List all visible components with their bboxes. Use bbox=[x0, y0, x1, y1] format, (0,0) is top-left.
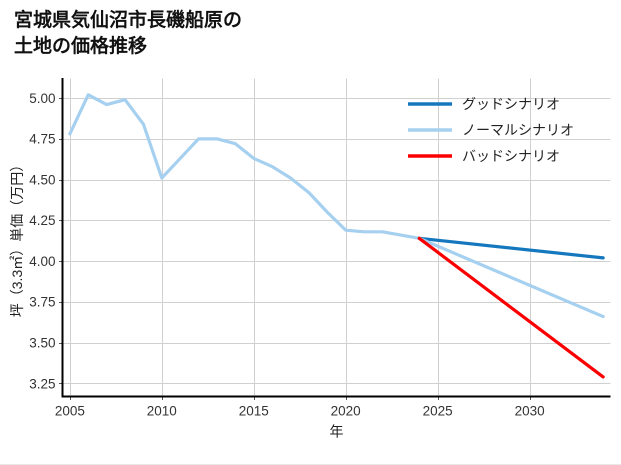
x-tick-label: 2015 bbox=[239, 404, 269, 419]
axis-spines bbox=[61, 78, 611, 398]
y-tick-label: 4.75 bbox=[29, 132, 55, 147]
series-line-2 bbox=[417, 236, 605, 319]
series-line-1 bbox=[417, 236, 605, 260]
y-tick-label: 4.50 bbox=[29, 172, 55, 187]
y-tick-label: 3.50 bbox=[29, 335, 55, 350]
y-tick-label: 3.75 bbox=[29, 295, 55, 310]
legend-label-2: バッドシナリオ bbox=[462, 148, 560, 164]
y-tick-label: 4.00 bbox=[29, 254, 55, 269]
x-axis-title: 年 bbox=[330, 424, 344, 440]
tickmarks bbox=[59, 98, 531, 400]
series-line-0 bbox=[68, 93, 421, 240]
y-axis-title: 坪（3.3㎡）単価（万円） bbox=[9, 158, 25, 317]
y-tick-label: 5.00 bbox=[29, 91, 55, 106]
chart-title: 宮城県気仙沼市長磯船原の 土地の価格推移 bbox=[14, 10, 243, 57]
y-tick-label: 4.25 bbox=[29, 213, 55, 228]
legend-label-1: ノーマルシナリオ bbox=[462, 122, 574, 138]
series-line-3 bbox=[417, 236, 605, 379]
y-tick-label: 3.25 bbox=[29, 376, 55, 391]
x-tick-labels: 2005 2010 2015 2020 2025 2030 bbox=[55, 404, 545, 419]
x-tick-label: 2020 bbox=[331, 404, 361, 419]
x-tick-label: 2025 bbox=[423, 404, 453, 419]
axis-titles: 年 坪（3.3㎡）単価（万円） bbox=[9, 158, 344, 440]
x-tick-label: 2005 bbox=[55, 404, 85, 419]
gridlines bbox=[62, 78, 611, 397]
legend-label-0: グッドシナリオ bbox=[462, 96, 560, 112]
x-tick-label: 2010 bbox=[147, 404, 177, 419]
data-series-group bbox=[68, 93, 605, 379]
x-tick-label: 2030 bbox=[515, 404, 545, 419]
y-tick-labels: 3.25 3.50 3.75 4.00 4.25 4.50 4.75 5.00 bbox=[29, 91, 55, 391]
